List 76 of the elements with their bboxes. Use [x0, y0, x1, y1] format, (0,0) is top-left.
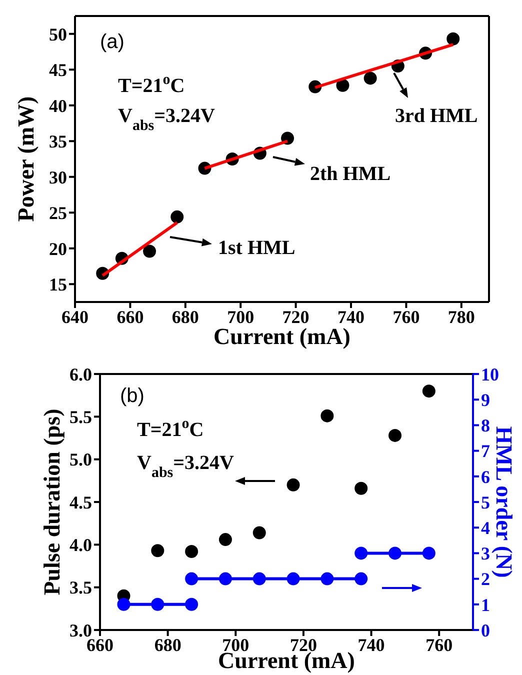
y-tick-label: 4.0: [70, 535, 92, 556]
y-tick-label: 40: [49, 96, 67, 116]
point: [446, 32, 460, 46]
y2-tick-label: 5: [481, 492, 490, 512]
x-tick-label: 760: [426, 634, 453, 655]
point: [354, 572, 368, 586]
x-tick-label: 740: [338, 306, 364, 327]
point: [354, 482, 368, 495]
point: [364, 72, 377, 85]
y-tick-label: 4.5: [70, 492, 92, 512]
y-tick-label: 35: [49, 132, 67, 152]
x-tick-label: 700: [227, 306, 254, 327]
y2-tick-label: 1: [481, 594, 490, 615]
annotation: V$_{abs}$=3.24V: [118, 105, 216, 134]
point: [143, 244, 156, 258]
y2-tick-label: 2: [481, 569, 490, 590]
point: [422, 384, 436, 398]
x-tick-label: 740: [358, 634, 385, 655]
annotation: 3rd HML: [395, 105, 478, 127]
y-tick-label: 45: [49, 60, 67, 80]
point: [218, 572, 232, 586]
y2-tick-label: 9: [481, 390, 490, 410]
y2-tick-label: 4: [481, 518, 490, 538]
point: [336, 78, 350, 92]
point: [252, 526, 266, 540]
point: [151, 544, 164, 558]
y-tick-label: 5.0: [70, 450, 92, 470]
y2-tick-label: 0: [481, 620, 490, 640]
x-tick-label: 660: [116, 306, 144, 327]
point: [388, 428, 402, 442]
point: [286, 478, 300, 492]
x-tick-label: 760: [392, 306, 420, 327]
x-axis-title: Current (mA): [214, 324, 350, 349]
y-tick-label: 50: [49, 24, 67, 44]
y-tick-label: 6.0: [70, 364, 92, 384]
x-tick-label: 680: [172, 306, 199, 327]
y2-tick-label: 7: [481, 441, 490, 462]
annotation: (b): [120, 385, 144, 407]
y2-tick-label: 6: [481, 466, 490, 487]
y-tick-label: 25: [49, 203, 67, 224]
y-tick-label: 5.5: [70, 407, 92, 428]
y2-tick-label: 3: [481, 544, 490, 564]
point: [252, 572, 266, 586]
y2-tick-label: 8: [481, 416, 490, 436]
x-tick-label: 780: [448, 306, 475, 327]
y2-axis-title: HML order (N): [492, 426, 516, 578]
x-tick-label: 680: [154, 634, 182, 655]
point: [286, 572, 300, 586]
y-axis-title: Power (mW): [14, 96, 38, 222]
point: [117, 598, 130, 611]
point: [151, 598, 164, 611]
point: [185, 572, 198, 586]
point: [185, 598, 198, 611]
y-tick-label: 3.5: [70, 578, 92, 598]
point: [354, 546, 368, 560]
y-tick-label: 30: [49, 167, 67, 188]
annotation: T=21$^{o}$C: [137, 416, 204, 441]
annotation: 2th HML: [310, 163, 391, 185]
y-tick-label: 3.0: [70, 620, 92, 640]
point: [185, 544, 198, 558]
annotation: T=21$^{o}$C: [118, 72, 185, 97]
point: [320, 572, 334, 586]
y-tick-label: 15: [49, 274, 67, 295]
annotation: 1st HML: [218, 237, 296, 259]
annotation: (a): [100, 31, 124, 53]
y2-tick-label: 10: [481, 364, 499, 384]
x-tick-label: 720: [282, 306, 310, 327]
annotation: V$_{abs}$=3.24V: [137, 452, 235, 481]
y-tick-label: 20: [49, 238, 67, 259]
point: [388, 546, 402, 560]
point: [320, 409, 334, 422]
point: [422, 546, 436, 560]
y-axis-title: Pulse duration (ps): [40, 408, 64, 596]
point: [170, 210, 184, 224]
point: [218, 533, 232, 546]
x-tick-label: 640: [62, 306, 88, 327]
